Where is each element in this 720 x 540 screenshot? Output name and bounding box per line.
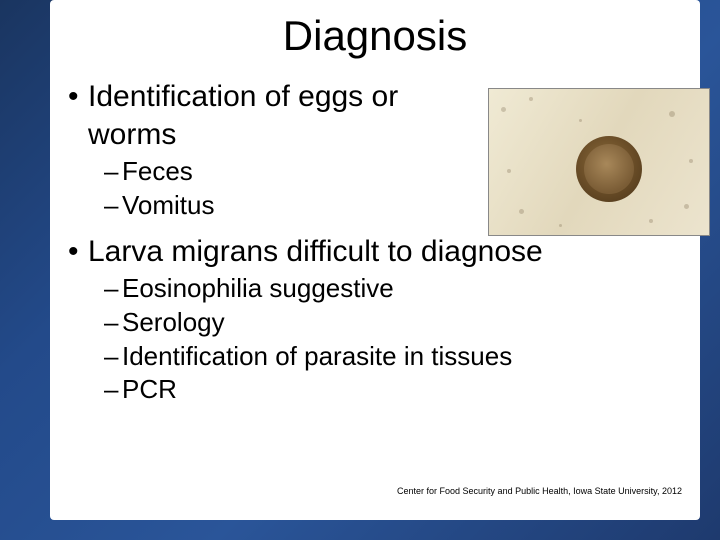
bullet-marker: – bbox=[104, 373, 122, 407]
bullet-text: Serology bbox=[122, 306, 225, 340]
speckle bbox=[559, 224, 562, 227]
bullet-marker: – bbox=[104, 340, 122, 374]
bullet-marker: – bbox=[104, 155, 122, 189]
bullet-marker: – bbox=[104, 306, 122, 340]
micrograph-bg bbox=[489, 89, 709, 235]
speckle bbox=[579, 119, 582, 122]
speckle bbox=[649, 219, 653, 223]
bullet-text: Identification of parasite in tissues bbox=[122, 340, 512, 374]
footer-citation: Center for Food Security and Public Heal… bbox=[397, 486, 682, 496]
speckle bbox=[684, 204, 689, 209]
slide-background: Diagnosis • Identification of eggs or wo… bbox=[0, 0, 720, 540]
sub-bullet-item: – Identification of parasite in tissues bbox=[66, 340, 688, 374]
bullet-marker: – bbox=[104, 272, 122, 306]
slide-title: Diagnosis bbox=[50, 0, 700, 78]
sub-bullet-item: – PCR bbox=[66, 373, 688, 407]
bullet-marker: • bbox=[66, 233, 88, 271]
bullet-text: Eosinophilia suggestive bbox=[122, 272, 394, 306]
bullet-text: Larva migrans difficult to diagnose bbox=[88, 233, 688, 271]
egg-inner bbox=[584, 144, 634, 194]
micrograph-image bbox=[488, 88, 710, 236]
bullet-item: • Larva migrans difficult to diagnose bbox=[66, 233, 688, 271]
sub-bullet-item: – Eosinophilia suggestive bbox=[66, 272, 688, 306]
speckle bbox=[501, 107, 506, 112]
bullet-text: Vomitus bbox=[122, 189, 215, 223]
bullet-text: PCR bbox=[122, 373, 177, 407]
sub-bullet-item: – Serology bbox=[66, 306, 688, 340]
speckle bbox=[669, 111, 675, 117]
speckle bbox=[529, 97, 533, 101]
speckle bbox=[689, 159, 693, 163]
bullet-text: Identification of eggs or worms bbox=[88, 78, 448, 153]
bullet-marker: • bbox=[66, 78, 88, 116]
speckle bbox=[519, 209, 524, 214]
content-panel: Diagnosis • Identification of eggs or wo… bbox=[50, 0, 700, 520]
speckle bbox=[507, 169, 511, 173]
bullet-marker: – bbox=[104, 189, 122, 223]
bullet-text: Feces bbox=[122, 155, 193, 189]
